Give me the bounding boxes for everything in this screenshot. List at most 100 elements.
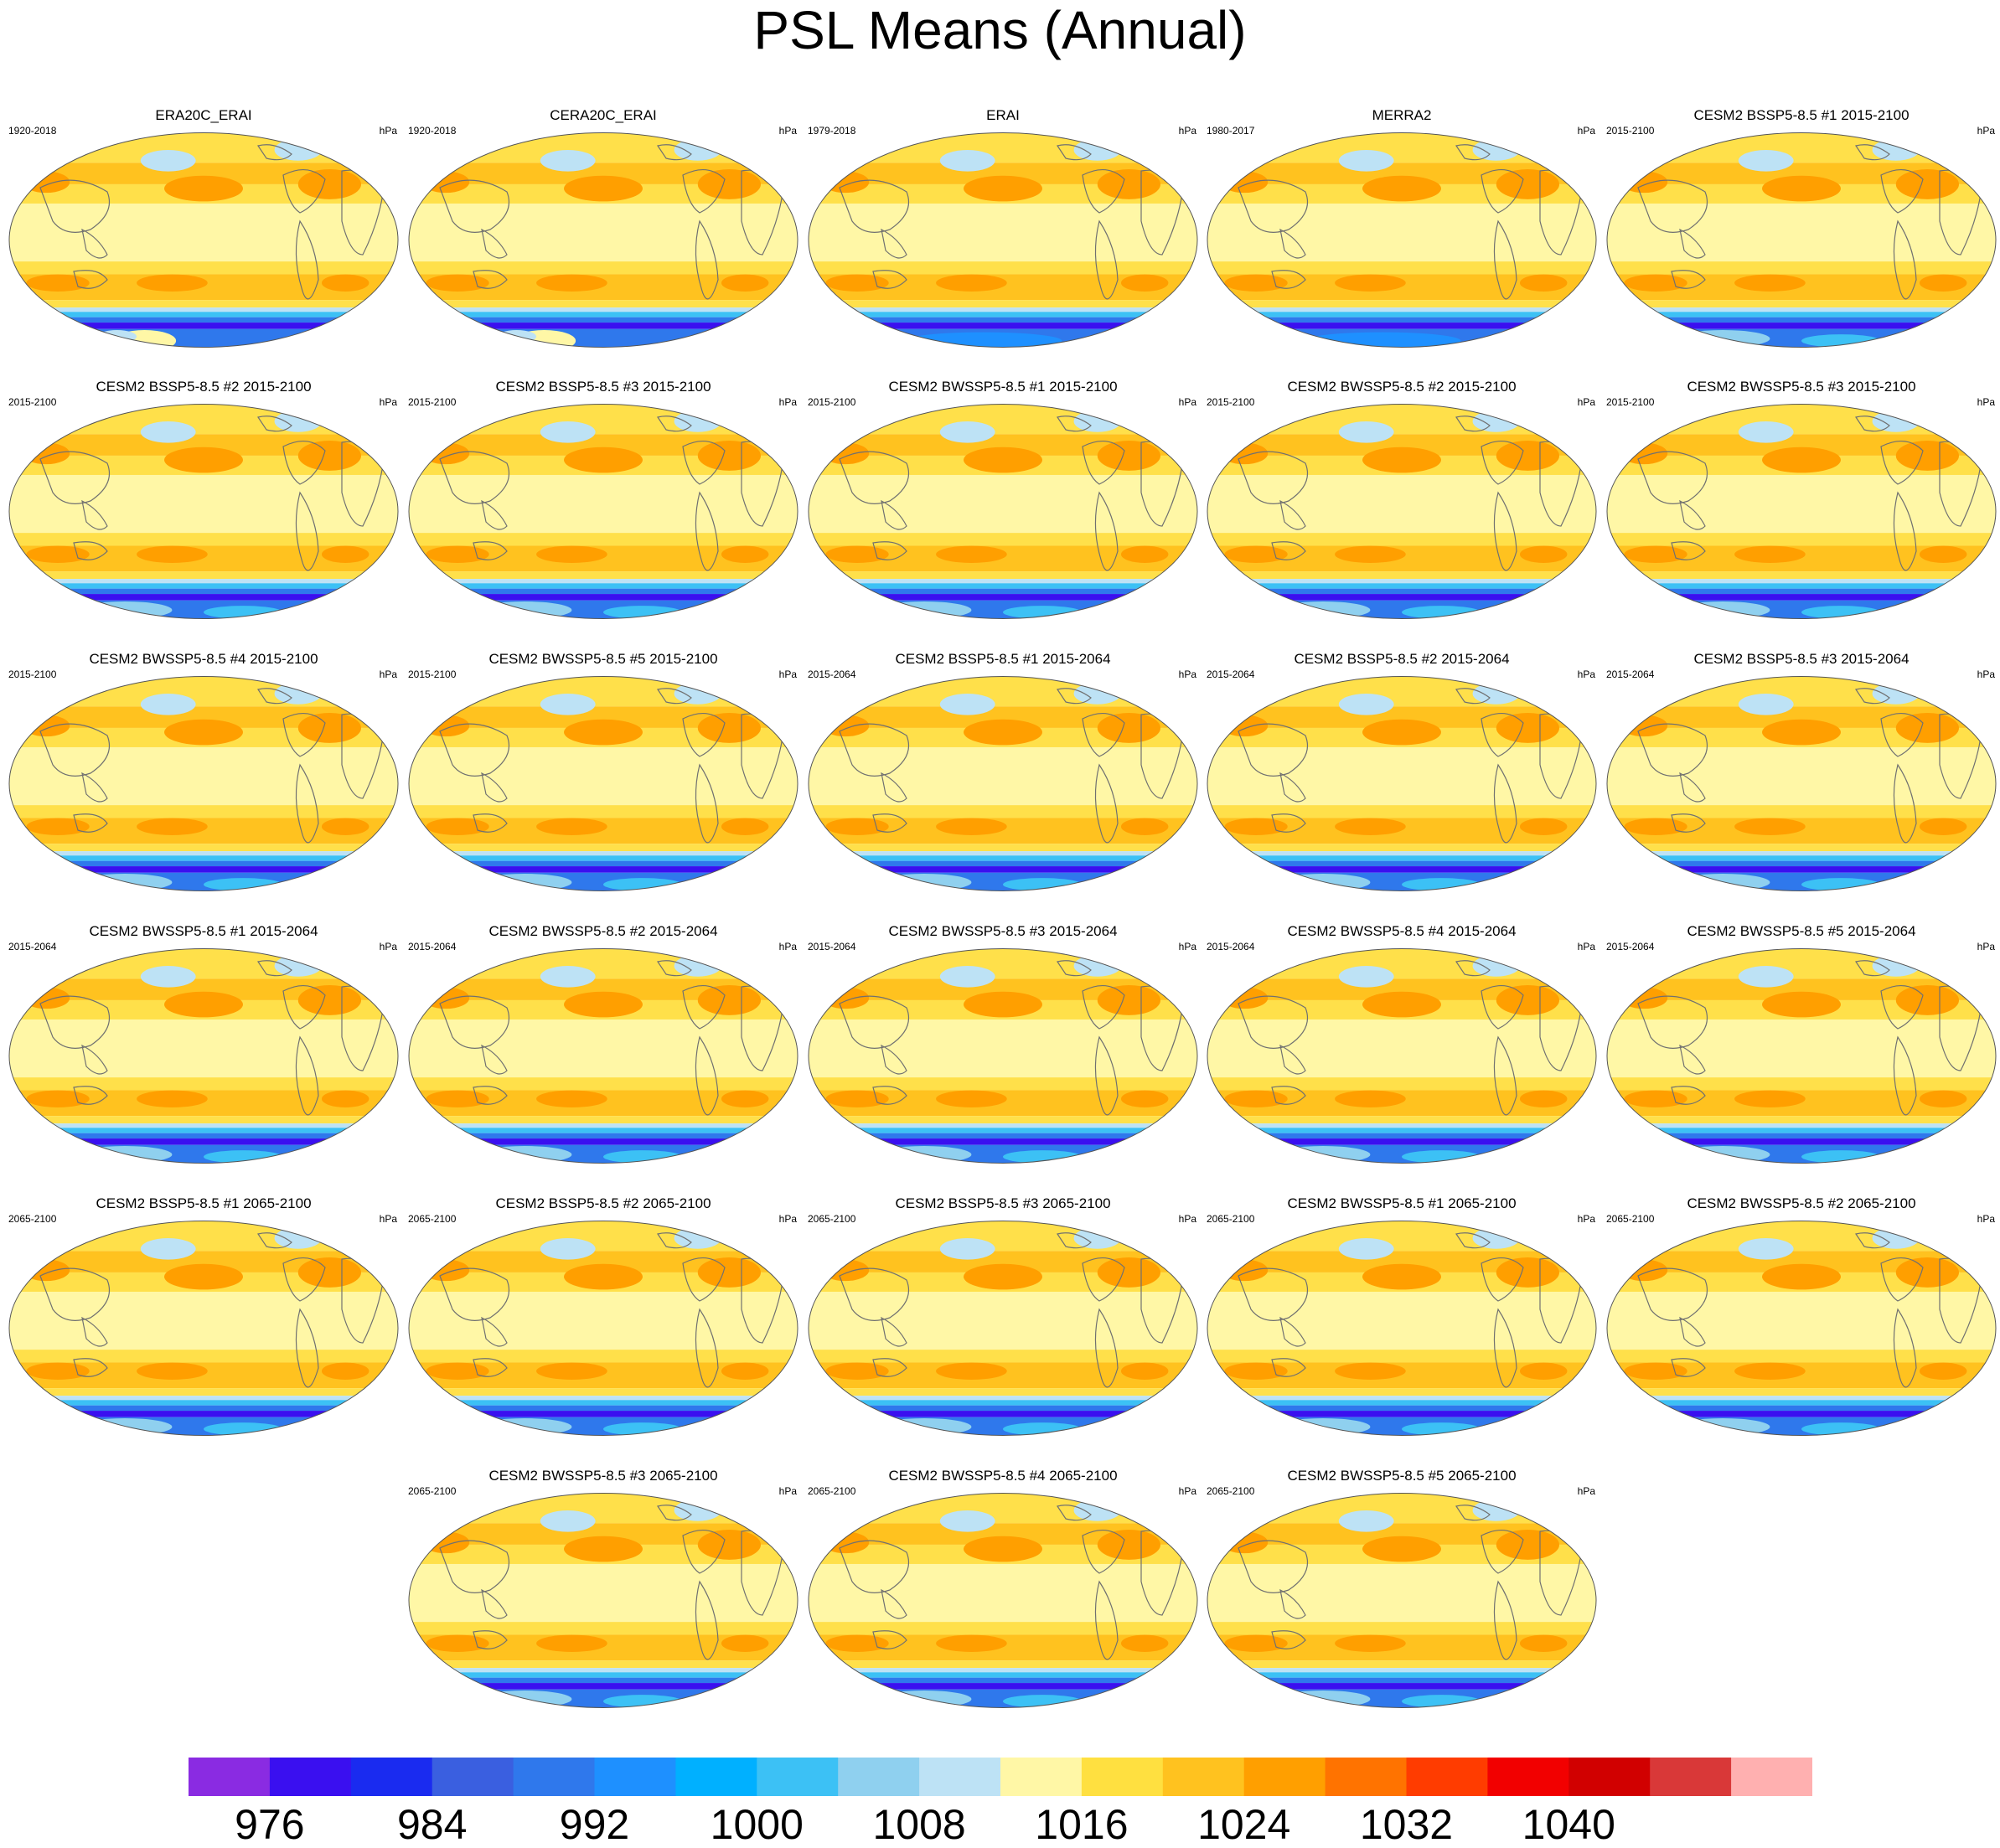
band-trough-2 bbox=[409, 312, 798, 317]
panel-period: 2065-2100 bbox=[808, 1213, 856, 1225]
psl-map bbox=[8, 404, 399, 619]
band-trough-1 bbox=[1207, 307, 1596, 312]
colorbar-swatch bbox=[432, 1758, 514, 1796]
high-north-pacific bbox=[164, 719, 243, 746]
high-azores bbox=[1895, 169, 1959, 199]
high-south-atlantic bbox=[1520, 274, 1568, 292]
panel-title: CESM2 BSSP5-8.5 #2 2065-2100 bbox=[495, 1195, 711, 1211]
panel-period: 2015-2100 bbox=[808, 396, 856, 408]
panel-units: hPa bbox=[1977, 1213, 1995, 1225]
band-arctic bbox=[1207, 1493, 1596, 1524]
high-south-atlantic bbox=[1920, 274, 1967, 292]
map-panel: CESM2 BSSP5-8.5 #2 2015-2100 2015-2100 hPa bbox=[7, 379, 401, 630]
band-trough-4 bbox=[1607, 866, 1996, 873]
low-icelandic bbox=[1073, 139, 1121, 161]
coastline-6 bbox=[473, 270, 508, 289]
band-trough-3 bbox=[1207, 317, 1596, 323]
map-border bbox=[408, 1221, 798, 1436]
panel-units: hPa bbox=[1977, 941, 1995, 952]
low-aleutian bbox=[1338, 421, 1394, 443]
band-trough-2 bbox=[809, 1672, 1197, 1678]
panel-units: hPa bbox=[1178, 1485, 1196, 1497]
map-border bbox=[1207, 132, 1597, 348]
band-arctic bbox=[1207, 948, 1596, 979]
high-south-pacific bbox=[1734, 1090, 1806, 1107]
psl-map bbox=[1606, 404, 1997, 619]
band-south-edge bbox=[409, 571, 798, 580]
band-antarctic bbox=[809, 1417, 1197, 1436]
low-icelandic bbox=[274, 1227, 322, 1249]
coastline-0 bbox=[839, 995, 910, 1049]
low-aleutian bbox=[540, 693, 596, 715]
band-south-subtropics bbox=[9, 1077, 398, 1091]
coastline-6 bbox=[73, 1086, 108, 1105]
high-siberia bbox=[22, 715, 70, 737]
high-north-pacific bbox=[164, 447, 243, 473]
page-title: PSL Means (Annual) bbox=[753, 0, 1247, 60]
coastline-2 bbox=[282, 441, 326, 485]
band-trough-4 bbox=[1607, 594, 1996, 601]
band-trough-3 bbox=[9, 588, 398, 595]
low-aleutian bbox=[140, 693, 196, 715]
band-south-edge bbox=[809, 300, 1197, 308]
colorbar-swatch bbox=[675, 1758, 757, 1796]
band-antarctic bbox=[1207, 600, 1596, 619]
low-icelandic bbox=[1872, 139, 1920, 161]
band-south-subtropics bbox=[1607, 1350, 1996, 1363]
psl-map bbox=[8, 132, 399, 348]
band-trough-4 bbox=[9, 866, 398, 873]
band-arctic bbox=[1607, 1221, 1996, 1252]
coastline-1 bbox=[1279, 772, 1306, 803]
low-aleutian bbox=[1338, 149, 1394, 172]
low-aleutian bbox=[1738, 965, 1794, 988]
panel-title: CESM2 BWSSP5-8.5 #1 2015-2064 bbox=[89, 923, 318, 939]
panel-period: 2015-2100 bbox=[1606, 396, 1655, 408]
coastline-3 bbox=[1893, 219, 1917, 300]
band-arctic bbox=[809, 132, 1197, 163]
panel-units: hPa bbox=[778, 396, 797, 408]
panel-period: 2015-2064 bbox=[1207, 668, 1255, 680]
panel-period: 2065-2100 bbox=[1207, 1213, 1255, 1225]
high-siberia bbox=[22, 987, 70, 1009]
coastline-1 bbox=[81, 1044, 108, 1075]
band-trough-3 bbox=[9, 1405, 398, 1412]
low-aleutian bbox=[1738, 693, 1794, 715]
high-south-indian bbox=[26, 274, 90, 292]
band-antarctic bbox=[409, 600, 798, 619]
panel-period: 2015-2064 bbox=[1606, 941, 1655, 952]
map-border bbox=[8, 132, 399, 348]
coastline-1 bbox=[1679, 772, 1706, 803]
band-south-edge bbox=[409, 300, 798, 308]
high-south-pacific bbox=[1734, 818, 1806, 835]
high-azores bbox=[1496, 1257, 1559, 1288]
low-icelandic bbox=[274, 683, 322, 705]
coastline-5 bbox=[657, 1232, 692, 1249]
high-north-pacific bbox=[1762, 1263, 1841, 1290]
panel-period: 1920-2018 bbox=[8, 125, 57, 137]
coastline-6 bbox=[1271, 1086, 1306, 1105]
low-aleutian bbox=[1738, 421, 1794, 443]
low-icelandic bbox=[674, 139, 721, 161]
band-antarctic bbox=[409, 1144, 798, 1164]
high-azores bbox=[1097, 1257, 1160, 1288]
coastline-5 bbox=[657, 416, 692, 432]
high-south-pacific bbox=[137, 1362, 208, 1380]
high-north-pacific bbox=[1362, 719, 1441, 746]
map-panel: CESM2 BWSSP5-8.5 #3 2015-2064 2015-2064 hP… bbox=[806, 923, 1200, 1174]
panel-period: 2015-2064 bbox=[808, 941, 856, 952]
colorbar-swatch bbox=[189, 1758, 271, 1796]
high-south-indian bbox=[1624, 1090, 1687, 1107]
coastline-0 bbox=[439, 1540, 510, 1593]
panel-units: hPa bbox=[1178, 941, 1196, 952]
band-south-subtropics bbox=[1207, 1350, 1596, 1363]
band-trough-3 bbox=[809, 1133, 1197, 1139]
coastline-6 bbox=[1671, 270, 1706, 289]
high-north-pacific bbox=[1362, 175, 1441, 202]
high-south-pacific bbox=[536, 1090, 607, 1107]
high-siberia bbox=[421, 1259, 470, 1282]
band-trough-4 bbox=[9, 1138, 398, 1145]
map-panel: CESM2 BSSP5-8.5 #1 2015-2100 2015-2100 hPa bbox=[1605, 107, 1998, 359]
high-south-indian bbox=[1624, 1362, 1687, 1380]
band-trough-2 bbox=[809, 1400, 1197, 1406]
band-trough-2 bbox=[1607, 312, 1996, 317]
